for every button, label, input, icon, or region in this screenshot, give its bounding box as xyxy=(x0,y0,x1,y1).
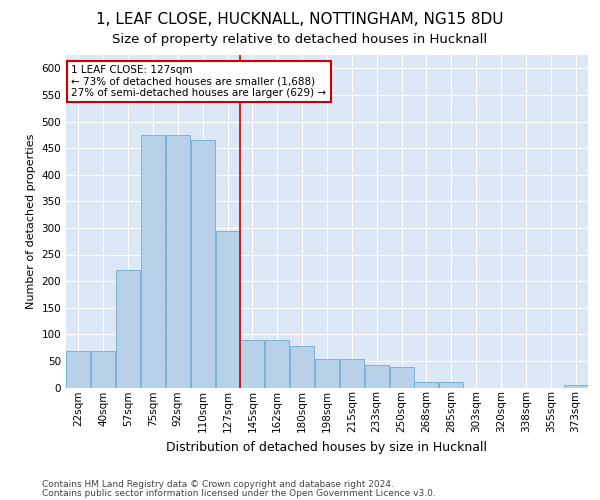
Bar xyxy=(389,368,413,388)
Bar xyxy=(439,382,463,388)
X-axis label: Distribution of detached houses by size in Hucknall: Distribution of detached houses by size … xyxy=(167,440,487,454)
Bar xyxy=(91,352,115,388)
Text: Contains HM Land Registry data © Crown copyright and database right 2024.: Contains HM Land Registry data © Crown c… xyxy=(42,480,394,489)
Bar xyxy=(241,340,265,388)
Bar xyxy=(315,360,339,388)
Text: Contains public sector information licensed under the Open Government Licence v3: Contains public sector information licen… xyxy=(42,488,436,498)
Y-axis label: Number of detached properties: Number of detached properties xyxy=(26,134,36,309)
Bar xyxy=(191,140,215,388)
Text: Size of property relative to detached houses in Hucknall: Size of property relative to detached ho… xyxy=(112,32,488,46)
Text: 1 LEAF CLOSE: 127sqm
← 73% of detached houses are smaller (1,688)
27% of semi-de: 1 LEAF CLOSE: 127sqm ← 73% of detached h… xyxy=(71,65,326,98)
Bar xyxy=(415,382,439,388)
Bar xyxy=(116,270,140,388)
Bar xyxy=(166,135,190,388)
Bar xyxy=(215,230,239,388)
Bar xyxy=(141,135,165,388)
Bar xyxy=(265,340,289,388)
Bar xyxy=(290,346,314,388)
Bar xyxy=(563,386,587,388)
Bar xyxy=(67,352,91,388)
Bar xyxy=(365,365,389,388)
Bar xyxy=(340,360,364,388)
Text: 1, LEAF CLOSE, HUCKNALL, NOTTINGHAM, NG15 8DU: 1, LEAF CLOSE, HUCKNALL, NOTTINGHAM, NG1… xyxy=(96,12,504,28)
